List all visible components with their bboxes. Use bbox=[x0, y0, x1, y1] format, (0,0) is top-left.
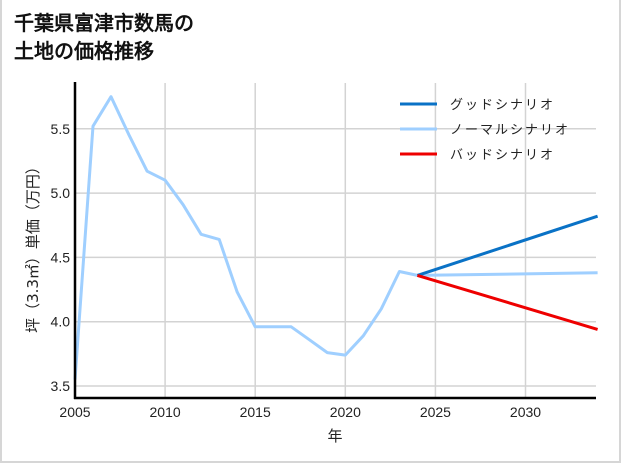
legend-label: グッドシナリオ bbox=[450, 98, 555, 113]
legend-label: バッドシナリオ bbox=[450, 148, 555, 163]
axes bbox=[73, 82, 596, 400]
x-tick-label: 2005 bbox=[59, 404, 90, 420]
series-lines bbox=[73, 95, 599, 380]
axis-labels: 年 坪（3.3㎡）単価（万円） bbox=[24, 159, 343, 445]
y-tick-label: 4.0 bbox=[51, 314, 71, 330]
y-tick-label: 4.5 bbox=[51, 249, 71, 265]
tick-labels: 2005 2010 2015 2020 2025 2030 3.5 4.0 4.5 5.0 5.5 bbox=[51, 121, 542, 420]
x-axis-label: 年 bbox=[327, 427, 342, 445]
y-tick-label: 5.5 bbox=[51, 121, 71, 137]
x-tick-label: 2030 bbox=[510, 404, 541, 420]
x-tick-label: 2010 bbox=[150, 404, 181, 420]
x-tick-label: 2025 bbox=[420, 404, 451, 420]
chart-title-line1: 千葉県富津市数馬の bbox=[14, 11, 194, 35]
legend-label: ノーマルシナリオ bbox=[450, 123, 570, 138]
y-axis-label: 坪（3.3㎡）単価（万円） bbox=[24, 159, 42, 333]
chart-title: 千葉県富津市数馬の 土地の価格推移 bbox=[14, 9, 194, 65]
chart-title-line2: 土地の価格推移 bbox=[14, 39, 154, 63]
series-line bbox=[416, 273, 599, 331]
series-line bbox=[416, 214, 599, 277]
x-tick-label: 2020 bbox=[330, 404, 361, 420]
series-line bbox=[73, 95, 598, 380]
y-tick-label: 3.5 bbox=[51, 378, 71, 394]
y-tick-label: 5.0 bbox=[51, 185, 71, 201]
x-tick-label: 2015 bbox=[240, 404, 271, 420]
